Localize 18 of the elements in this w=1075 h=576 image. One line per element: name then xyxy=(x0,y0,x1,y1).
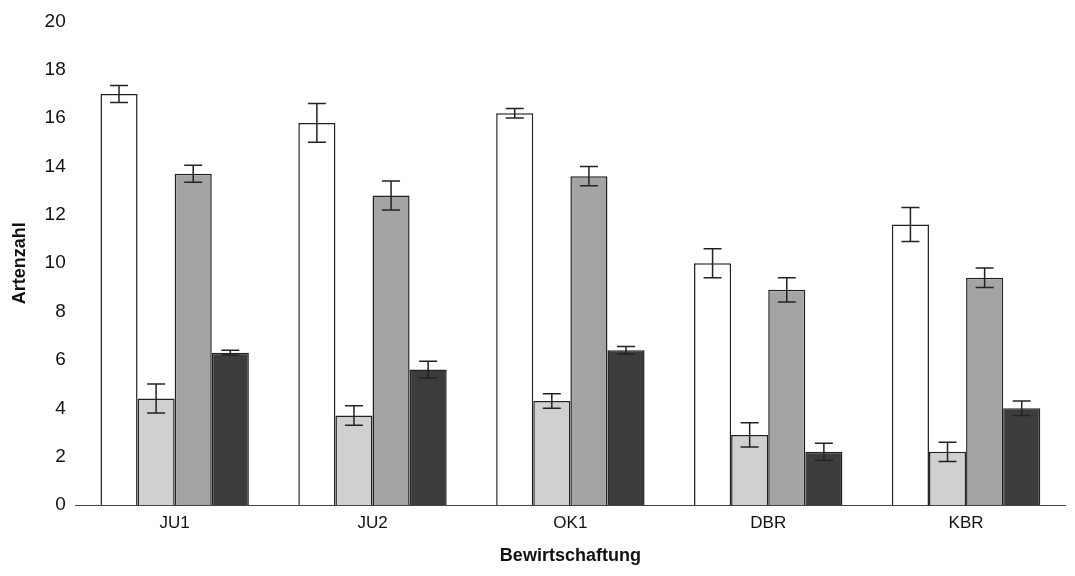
x-tick-label: DBR xyxy=(750,512,787,532)
y-axis-title: Artenzahl xyxy=(8,222,29,305)
x-tick-label: JU2 xyxy=(357,512,388,532)
y-tick-label: 0 xyxy=(55,493,66,515)
x-axis-title: Bewirtschaftung xyxy=(499,545,641,566)
y-tick-label: 20 xyxy=(44,9,66,31)
y-tick-label: 4 xyxy=(55,396,67,418)
x-tick-label: OK1 xyxy=(553,512,588,532)
y-tick-label: 6 xyxy=(55,348,66,370)
y-tick-label: 10 xyxy=(44,251,66,273)
y-tick-label: 12 xyxy=(44,203,66,225)
y-tick-label: 16 xyxy=(44,106,66,128)
x-tick-label: KBR xyxy=(948,512,984,532)
y-tick-label: 18 xyxy=(44,57,66,79)
x-tick-label: JU1 xyxy=(159,512,190,532)
y-tick-label: 2 xyxy=(55,444,66,466)
y-tick-label: 14 xyxy=(44,154,67,176)
y-tick-label: 8 xyxy=(55,299,66,321)
